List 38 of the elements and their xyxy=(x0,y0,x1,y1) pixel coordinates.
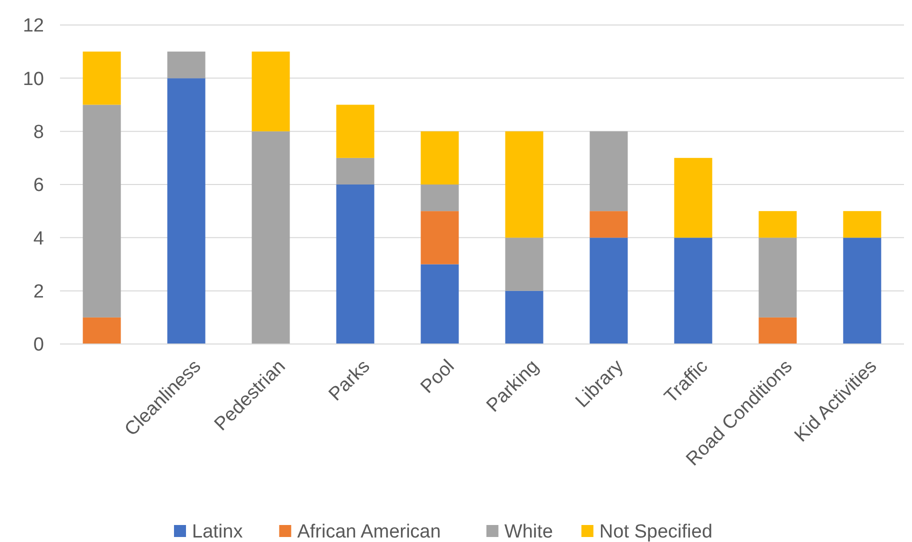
bar xyxy=(590,211,628,238)
bar xyxy=(336,184,374,344)
bar xyxy=(590,131,628,212)
y-tick-label: 2 xyxy=(33,281,44,302)
bar xyxy=(843,238,882,344)
y-tick-label: 6 xyxy=(33,175,44,196)
bar xyxy=(505,238,544,291)
bar xyxy=(336,104,374,158)
bar xyxy=(674,238,712,344)
bar xyxy=(252,131,290,344)
legend-label: African American xyxy=(297,522,441,542)
bar xyxy=(167,52,206,78)
bar xyxy=(843,211,882,238)
bar xyxy=(758,211,797,238)
bar xyxy=(82,317,121,344)
bar xyxy=(758,317,797,344)
bar xyxy=(420,184,459,212)
y-tick-label: 8 xyxy=(33,122,44,143)
bar xyxy=(82,104,121,318)
bar xyxy=(590,238,628,344)
bar xyxy=(505,131,544,238)
y-tick-label: 12 xyxy=(22,16,44,37)
legend-label: Not Specified xyxy=(599,522,712,542)
bar xyxy=(167,78,206,344)
legend-label: Latinx xyxy=(192,522,244,542)
bar xyxy=(252,52,290,132)
bar xyxy=(758,238,797,318)
y-tick-label: 4 xyxy=(33,228,44,250)
bar xyxy=(336,158,374,184)
legend-label: White xyxy=(504,522,553,542)
bar xyxy=(420,131,459,184)
y-tick-label: 10 xyxy=(22,68,44,90)
bar xyxy=(505,290,544,344)
bar xyxy=(82,52,121,105)
bar xyxy=(420,264,459,344)
bar xyxy=(420,211,459,264)
bar xyxy=(674,158,712,238)
y-tick-label: 0 xyxy=(33,334,44,356)
